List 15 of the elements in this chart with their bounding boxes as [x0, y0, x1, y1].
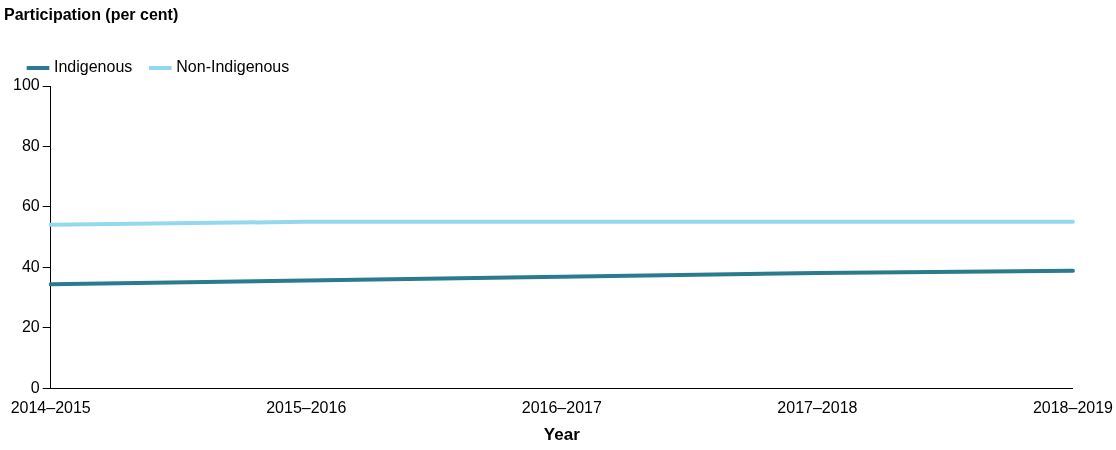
y-tick-label: 40 — [21, 257, 40, 275]
x-tick-label: 2014–2015 — [10, 399, 91, 417]
x-tick-label: 2016–2017 — [521, 399, 602, 417]
y-tick-label: 80 — [21, 136, 40, 154]
legend-label: Indigenous — [54, 58, 133, 76]
y-tick-label: 100 — [12, 76, 40, 94]
y-axis-title: Participation (per cent) — [4, 6, 179, 24]
y-tick-label: 60 — [21, 197, 40, 215]
x-tick-label: 2017–2018 — [777, 399, 858, 417]
y-tick-label: 20 — [21, 318, 40, 336]
y-tick-label: 0 — [30, 378, 40, 396]
x-tick-label: 2015–2016 — [266, 399, 347, 417]
legend-label: Non-Indigenous — [176, 58, 290, 76]
x-axis-title: Year — [543, 425, 581, 445]
x-tick-label: 2018–2019 — [1032, 399, 1114, 417]
